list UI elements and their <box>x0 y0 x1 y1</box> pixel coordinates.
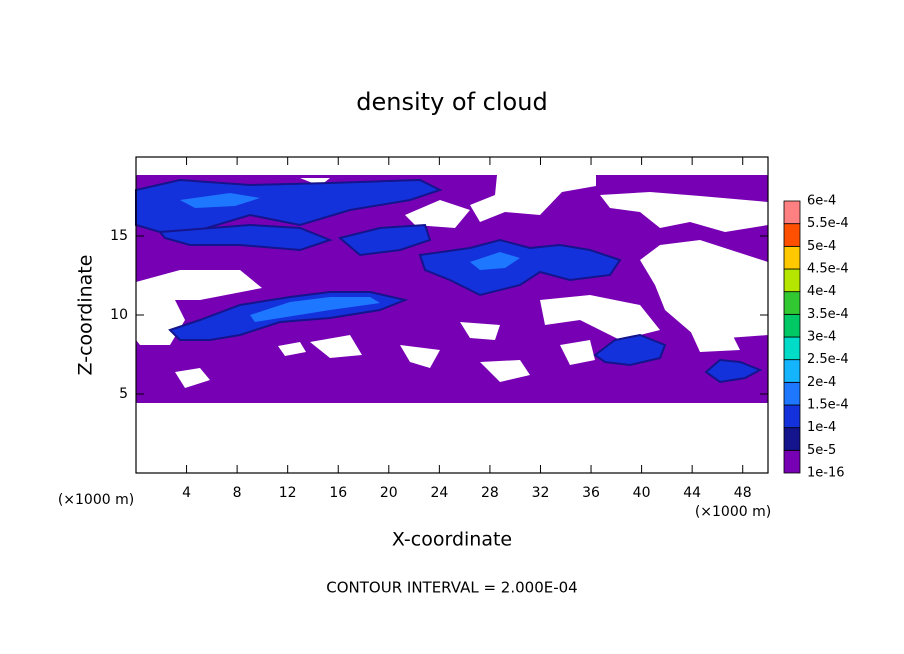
empty-region <box>600 192 768 232</box>
colorbar-swatch <box>783 427 801 451</box>
x-tick-label: 32 <box>532 485 550 501</box>
chart-title: density of cloud <box>356 88 547 116</box>
colorbar-swatch <box>783 381 801 406</box>
empty-region <box>690 330 740 352</box>
colorbar-label: 2e-4 <box>807 375 836 390</box>
x-tick-label: 36 <box>582 485 600 501</box>
colorbar-label: 4e-4 <box>807 284 836 299</box>
contour-region <box>418 238 622 297</box>
empty-region <box>640 240 768 340</box>
colorbar-swatch <box>783 313 801 338</box>
x-unit-label: (×1000 m) <box>58 492 134 508</box>
colorbar-swatch <box>783 449 801 474</box>
contour-region <box>337 223 432 257</box>
x-tick-label: 40 <box>633 485 651 501</box>
colorbar-swatch <box>783 404 801 429</box>
colorbar-label: 5.5e-4 <box>807 216 849 231</box>
empty-region <box>175 368 210 388</box>
empty-region <box>278 342 306 356</box>
contour-region <box>250 297 380 322</box>
y-tick-label: 10 <box>110 307 128 323</box>
contour-field <box>135 175 768 403</box>
colorbar-swatch <box>783 245 801 270</box>
x-tick-label: 16 <box>329 485 347 501</box>
colorbar-swatch <box>783 291 801 315</box>
empty-region <box>560 340 595 365</box>
y-tick-label: 5 <box>119 386 128 402</box>
x-tick-label: 48 <box>734 485 752 501</box>
colorbar-label: 4.5e-4 <box>807 262 849 277</box>
empty-region <box>136 270 262 345</box>
x-tick-label: 8 <box>233 485 242 501</box>
contour-region <box>180 193 260 208</box>
colorbar-label: 3.5e-4 <box>807 307 849 322</box>
y-axis-label: Z-coordinate <box>75 255 97 376</box>
empty-region <box>480 360 530 382</box>
colorbar-swatch <box>783 200 801 225</box>
x-tick-label: 24 <box>430 485 448 501</box>
contour-region <box>470 252 520 270</box>
x-axis-label: X-coordinate <box>392 529 512 551</box>
colorbar-swatch <box>783 359 801 383</box>
colorbar-label: 1.5e-4 <box>807 398 849 413</box>
empty-region <box>405 200 470 228</box>
colorbar-label: 3e-4 <box>807 330 836 345</box>
colorbar-swatch <box>783 223 801 247</box>
colorbar-swatch <box>783 336 801 361</box>
empty-region <box>470 175 596 222</box>
empty-region <box>400 345 440 368</box>
colorbar-label: 2.5e-4 <box>807 352 849 367</box>
colorbar-label: 5e-4 <box>807 239 836 254</box>
colorbar-label: 1e-16 <box>807 466 845 481</box>
contour-region <box>704 358 763 384</box>
empty-region <box>460 322 500 340</box>
empty-regions <box>136 175 768 388</box>
x-tick-label: 44 <box>683 485 701 501</box>
colorbar-label: 1e-4 <box>807 420 836 435</box>
x-tick-label: 4 <box>182 485 191 501</box>
x-tick-label: 20 <box>380 485 398 501</box>
empty-region <box>540 295 660 340</box>
contour-region <box>157 223 333 252</box>
colorbar-label: 5e-5 <box>807 443 836 458</box>
colorbar-label: 6e-4 <box>807 194 836 209</box>
y-tick-label: 15 <box>110 228 128 244</box>
x-tick-label: 12 <box>279 485 297 501</box>
footer-note: CONTOUR INTERVAL = 2.000E-04 <box>326 579 577 597</box>
colorbar-swatch <box>783 268 801 293</box>
x-unit-label: (×1000 m) <box>695 504 771 520</box>
empty-region <box>310 335 362 358</box>
contour-region <box>593 333 667 367</box>
x-tick-label: 28 <box>481 485 499 501</box>
